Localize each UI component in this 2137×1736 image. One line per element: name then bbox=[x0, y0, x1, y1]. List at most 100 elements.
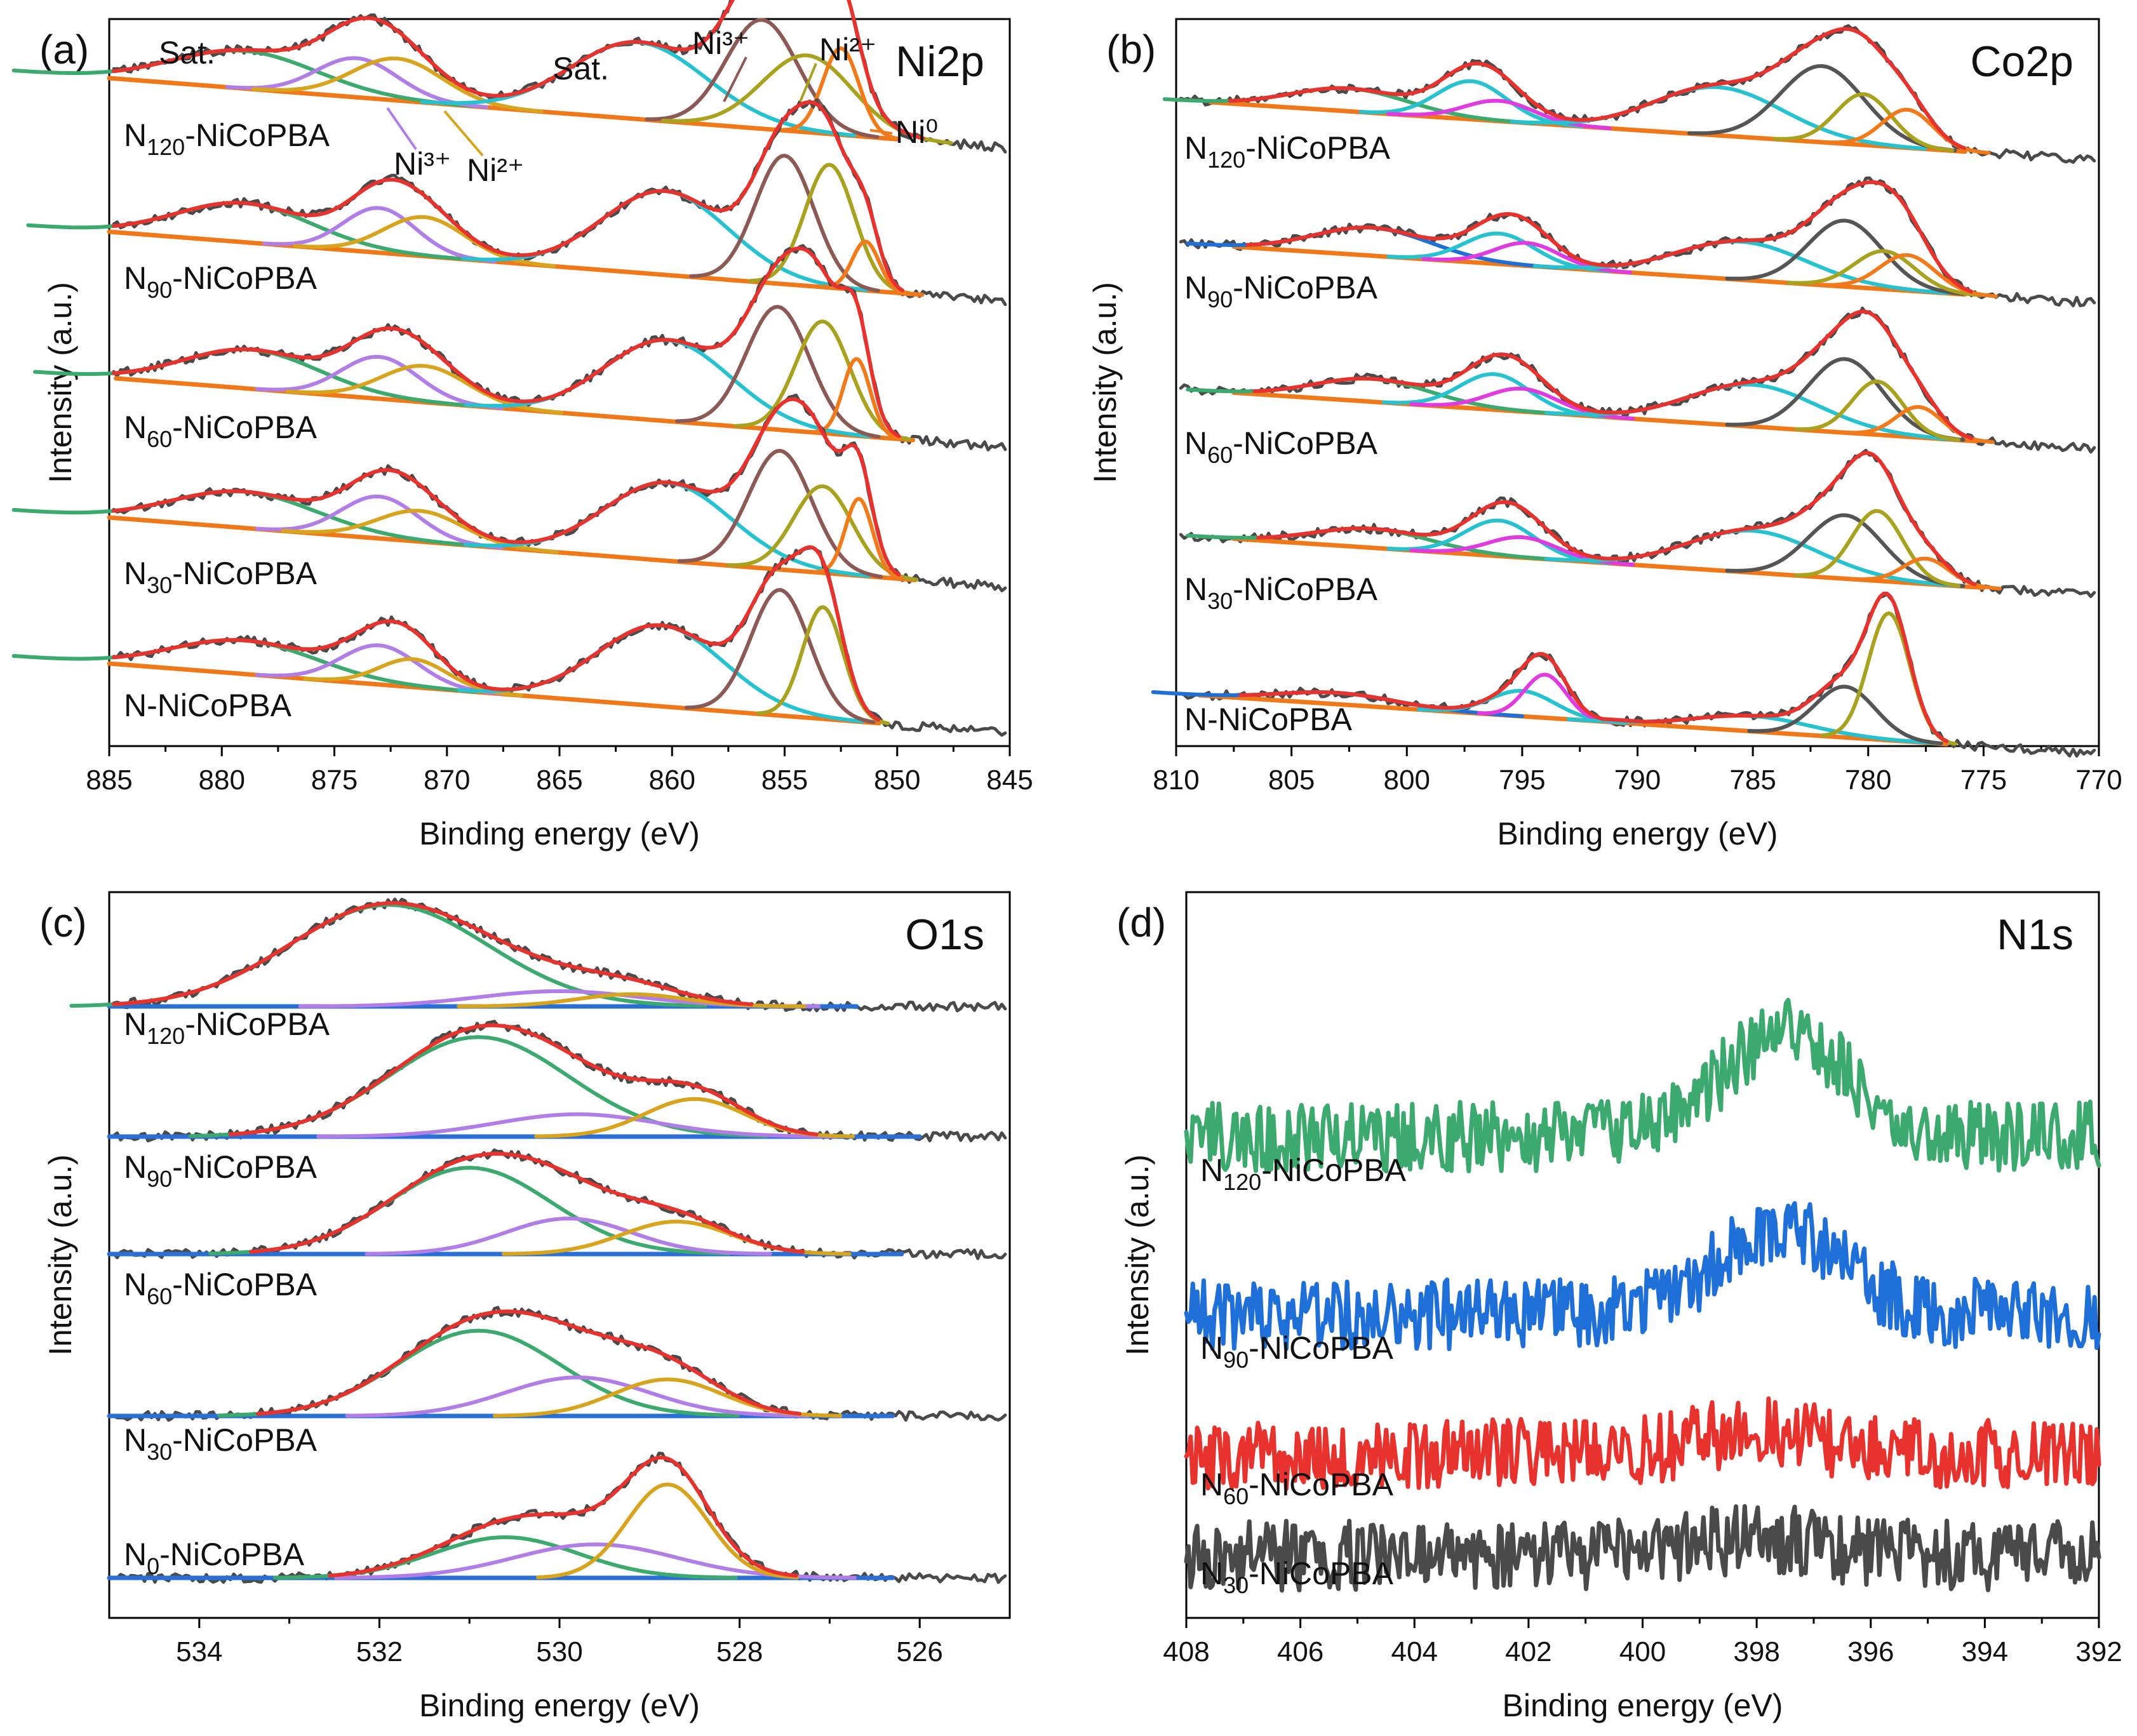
sample-label: N120-NiCoPBA bbox=[1184, 130, 1391, 173]
sample-label: N60-NiCoPBA bbox=[124, 410, 318, 452]
x-tick-label: 790 bbox=[1614, 765, 1661, 796]
x-tick-label: 860 bbox=[649, 765, 695, 796]
component-peak bbox=[1794, 509, 1961, 588]
component-peak bbox=[1773, 92, 1954, 152]
component-peak bbox=[1162, 86, 1536, 126]
spectrum-0: N120-NiCoPBA bbox=[69, 897, 1007, 1049]
fit-envelope bbox=[1228, 27, 1966, 150]
element-label: Ni2p bbox=[895, 37, 984, 86]
component-peak bbox=[1687, 64, 1957, 152]
x-tick-label: 404 bbox=[1391, 1636, 1438, 1667]
component-peak bbox=[675, 305, 881, 439]
spectrum-2: N60-NiCoPBA bbox=[107, 1148, 1007, 1309]
background-line bbox=[107, 229, 925, 297]
panel-a: 885 880 875 870 865 860 855 850 845 Binding energ… bbox=[11, 0, 1033, 851]
x-tick-label: 408 bbox=[1163, 1636, 1209, 1667]
x-tick-label: 800 bbox=[1384, 765, 1430, 796]
y-axis-label: Intensity (a.u.) bbox=[43, 282, 78, 483]
fit-envelope bbox=[328, 1455, 798, 1578]
component-peak bbox=[811, 357, 902, 441]
x-axis-label: Binding energy (eV) bbox=[1503, 1688, 1783, 1723]
sample-label: N90-NiCoPBA bbox=[124, 260, 318, 303]
sample-label: N60-NiCoPBA bbox=[124, 1267, 318, 1309]
sample-label: N60-NiCoPBA bbox=[1184, 425, 1378, 468]
component-peak bbox=[420, 40, 857, 138]
component-peak bbox=[1477, 672, 1614, 724]
x-tick-label: 780 bbox=[1845, 765, 1891, 796]
component-peak bbox=[748, 163, 911, 295]
panel-d: 408 406 404 402 400 398 396 394 392 Binding energ… bbox=[1116, 891, 2122, 1723]
n1s-spectrum bbox=[1184, 1201, 2101, 1351]
fit-envelope bbox=[112, 246, 901, 438]
component-peak bbox=[69, 903, 707, 1008]
component-peak bbox=[365, 1217, 772, 1256]
component-peak bbox=[689, 154, 880, 293]
component-peak bbox=[272, 1535, 738, 1580]
x-tick-label: 532 bbox=[356, 1636, 403, 1667]
component-peak bbox=[255, 354, 504, 410]
fit-envelope bbox=[255, 1309, 801, 1416]
component-peak bbox=[262, 206, 497, 264]
annotation-arrow bbox=[723, 57, 747, 102]
n1s-spectrum bbox=[1184, 1396, 2101, 1492]
x-tick-label: 392 bbox=[2075, 1636, 2122, 1667]
fit-envelope bbox=[112, 397, 901, 577]
spectrum-1: N90-NiCoPBA bbox=[26, 98, 1007, 307]
spectrum-0: N120-NiCoPBA bbox=[1162, 24, 2096, 173]
n1s-spectrum bbox=[1184, 1504, 2101, 1593]
component-peak bbox=[33, 347, 469, 408]
component-peak bbox=[814, 497, 904, 581]
annotation-arrow bbox=[869, 129, 893, 135]
component-peak bbox=[11, 638, 477, 694]
x-tick-label: 845 bbox=[986, 765, 1033, 796]
y-axis-label: Intensity (a.u.) bbox=[1120, 1154, 1155, 1356]
spectrum-0: N120-NiCoPBA bbox=[11, 0, 1007, 160]
peak-annotation: Ni³⁺ bbox=[692, 25, 749, 61]
component-peak bbox=[734, 319, 911, 441]
x-tick-label: 394 bbox=[1962, 1636, 2008, 1667]
sample-label: N-NiCoPBA bbox=[1184, 702, 1353, 737]
fit-envelope bbox=[112, 100, 904, 293]
x-axis-label: Binding energy (eV) bbox=[419, 1688, 700, 1723]
fit-envelope bbox=[112, 545, 881, 722]
x-tick-label: 785 bbox=[1729, 765, 1776, 796]
panel-label: (a) bbox=[39, 27, 89, 72]
component-peak bbox=[255, 643, 504, 696]
sample-label: N30-NiCoPBA bbox=[124, 1422, 318, 1465]
component-peak bbox=[645, 18, 880, 139]
element-label: N1s bbox=[1997, 911, 2073, 959]
component-peak bbox=[251, 57, 544, 114]
component-peak bbox=[1386, 518, 1612, 565]
annotation-arrow bbox=[386, 107, 417, 150]
x-tick-label: 855 bbox=[761, 765, 808, 796]
fit-envelope bbox=[112, 901, 754, 1006]
component-peak bbox=[316, 1112, 839, 1138]
component-peak bbox=[225, 56, 489, 109]
fit-envelope bbox=[1256, 451, 1977, 587]
x-tick-label: 398 bbox=[1733, 1636, 1779, 1667]
sample-label: N30-NiCoPBA bbox=[1184, 571, 1378, 614]
fit-envelope bbox=[1252, 309, 1974, 441]
sample-label: N120-NiCoPBA bbox=[124, 117, 330, 160]
x-tick-label: 528 bbox=[716, 1636, 763, 1667]
spectrum-4: N-NiCoPBA bbox=[1151, 591, 2096, 758]
element-label: Co2p bbox=[1970, 37, 2073, 86]
fit-envelope bbox=[1238, 591, 1949, 744]
x-tick-label: 875 bbox=[311, 765, 358, 796]
x-tick-label: 770 bbox=[2075, 765, 2122, 796]
peak-annotation: Sat. bbox=[553, 51, 609, 86]
spectrum-1: N90-NiCoPBA bbox=[107, 1020, 1007, 1192]
panel-b: 810 805 800 795 790 785 780 775 770 Binding energ… bbox=[1087, 18, 2122, 851]
x-tick-label: 885 bbox=[86, 765, 132, 796]
sample-label: N30-NiCoPBA bbox=[124, 556, 318, 598]
element-label: O1s bbox=[905, 911, 984, 959]
spectrum-4: N0-NiCoPBA bbox=[107, 1452, 1007, 1584]
background-line bbox=[107, 515, 918, 582]
sample-label: N-NiCoPBA bbox=[124, 688, 292, 723]
spectrum-4: N-NiCoPBA bbox=[11, 545, 1007, 737]
spectrum-3: N30-NiCoPBA bbox=[1179, 448, 2096, 614]
annotation-arrow bbox=[799, 63, 817, 102]
y-axis-label: Intensity (a.u.) bbox=[43, 1154, 78, 1356]
x-tick-label: 402 bbox=[1505, 1636, 1551, 1667]
